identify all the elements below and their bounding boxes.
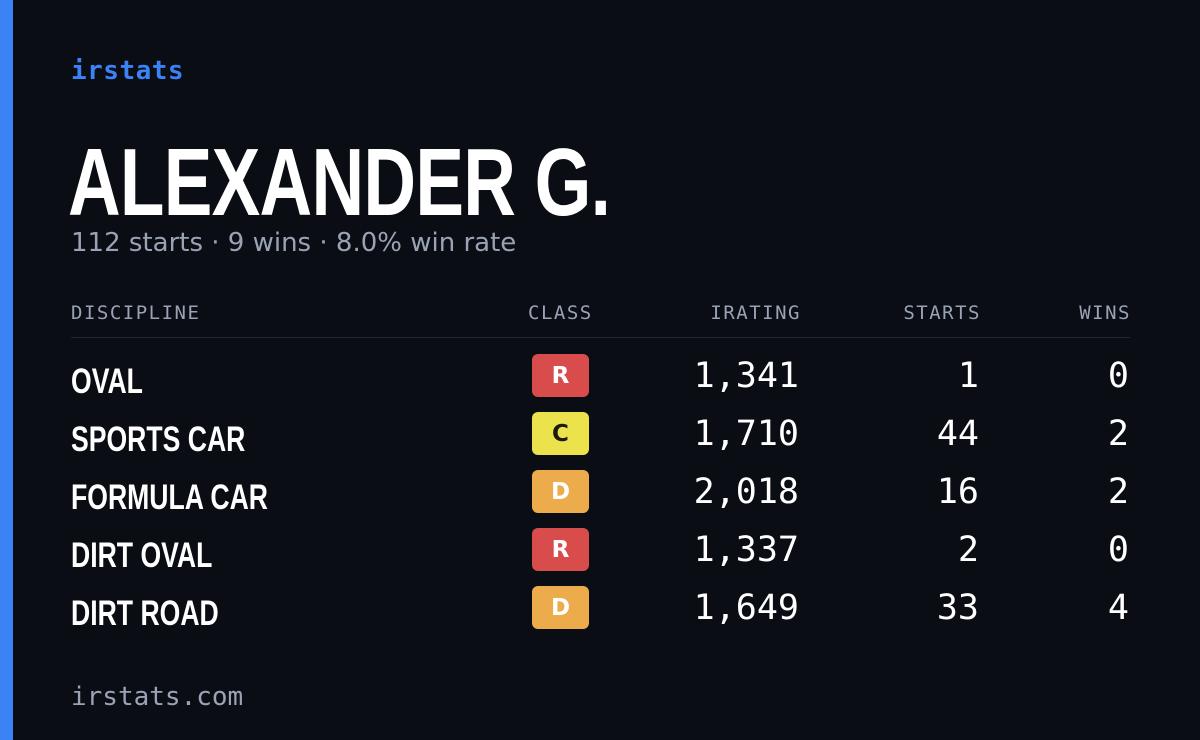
header-class: CLASS xyxy=(528,302,593,324)
brand-logo: irstats xyxy=(71,56,185,86)
table-row: DIRT ROAD D 1,649 33 4 xyxy=(0,586,1200,644)
row-wins: 0 xyxy=(1107,356,1129,396)
row-wins: 2 xyxy=(1107,414,1129,454)
driver-name: ALEXANDER G. xyxy=(68,129,611,236)
row-wins: 0 xyxy=(1107,530,1129,570)
class-badge: R xyxy=(532,354,589,397)
row-discipline: DIRT OVAL xyxy=(71,536,213,575)
row-irating: 1,341 xyxy=(693,356,799,396)
class-badge: D xyxy=(532,470,589,513)
header-irating: IRATING xyxy=(710,302,801,324)
class-badge: R xyxy=(532,528,589,571)
table-row: OVAL R 1,341 1 0 xyxy=(0,354,1200,412)
table-row: FORMULA CAR D 2,018 16 2 xyxy=(0,470,1200,528)
row-wins: 4 xyxy=(1107,588,1129,628)
row-discipline: DIRT ROAD xyxy=(71,594,219,633)
accent-bar xyxy=(0,0,13,740)
table-row: SPORTS CAR C 1,710 44 2 xyxy=(0,412,1200,470)
row-starts: 2 xyxy=(957,530,979,570)
header-divider xyxy=(71,337,1130,338)
table-row: DIRT OVAL R 1,337 2 0 xyxy=(0,528,1200,586)
row-discipline: SPORTS CAR xyxy=(71,420,246,459)
row-starts: 33 xyxy=(936,588,979,628)
row-irating: 2,018 xyxy=(693,472,799,512)
header-discipline: DISCIPLINE xyxy=(71,302,201,324)
header-starts: STARTS xyxy=(903,302,981,324)
row-starts: 44 xyxy=(936,414,979,454)
row-irating: 1,649 xyxy=(693,588,799,628)
class-badge: D xyxy=(532,586,589,629)
class-badge: C xyxy=(532,412,589,455)
footer-url[interactable]: irstats.com xyxy=(71,682,244,712)
driver-summary: 112 starts · 9 wins · 8.0% win rate xyxy=(71,228,517,258)
row-starts: 16 xyxy=(936,472,979,512)
header-wins: WINS xyxy=(1079,302,1131,324)
row-wins: 2 xyxy=(1107,472,1129,512)
row-irating: 1,337 xyxy=(693,530,799,570)
row-starts: 1 xyxy=(957,356,979,396)
row-discipline: OVAL xyxy=(71,362,143,401)
row-irating: 1,710 xyxy=(693,414,799,454)
row-discipline: FORMULA CAR xyxy=(71,478,269,517)
